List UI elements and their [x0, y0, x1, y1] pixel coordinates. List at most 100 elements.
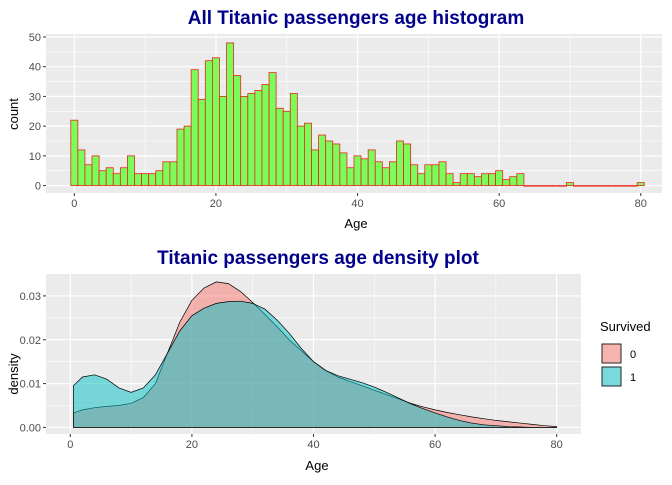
histogram-bar [410, 164, 419, 186]
density-y-tick-label: 0.03 [20, 291, 41, 303]
histogram-bar [332, 143, 341, 186]
histogram-x-tick-label: 60 [493, 198, 505, 210]
histogram-bar [403, 143, 412, 186]
histogram-bar [84, 164, 93, 186]
legend-label-survived-0: 0 [630, 349, 636, 361]
histogram-bar [112, 173, 121, 186]
histogram-bar [615, 185, 624, 187]
histogram-bar [417, 173, 426, 186]
histogram-bar [551, 185, 560, 187]
histogram-bar [183, 125, 192, 186]
density-x-tick-label: 80 [551, 439, 563, 451]
histogram-bar [509, 176, 518, 186]
histogram-svg: All Titanic passengers age histogram cou… [6, 8, 662, 231]
histogram-bar [318, 134, 327, 186]
histogram-bar [459, 173, 468, 186]
histogram-bar [325, 140, 334, 186]
histogram-bar [629, 185, 638, 187]
histogram-x-axis-title: Age [344, 216, 367, 231]
histogram-bar [537, 185, 546, 187]
histogram-bar [636, 182, 645, 186]
legend-key-survived-1 [601, 366, 622, 387]
histogram-bar [275, 107, 284, 186]
histogram-bar [134, 173, 142, 186]
density-y-tick-label: 0.00 [20, 422, 41, 434]
histogram-bar [381, 167, 390, 186]
histogram-bar [438, 161, 447, 186]
histogram-bar [360, 158, 369, 186]
density-x-tick-label: 40 [307, 439, 319, 451]
histogram-bar [148, 173, 157, 186]
histogram-y-tick-label: 40 [29, 62, 41, 74]
density-y-tick-label: 0.01 [20, 379, 41, 391]
histogram-y-tick-label: 20 [29, 121, 41, 133]
legend-title: Survived [600, 319, 651, 334]
histogram-bar [353, 155, 362, 186]
histogram-bar [91, 155, 100, 186]
density-legend: Survived 0 1 [600, 319, 651, 387]
histogram-y-tick-label: 30 [29, 91, 41, 103]
density-x-axis-title: Age [305, 458, 328, 473]
density-areas [73, 281, 558, 428]
histogram-chart: All Titanic passengers age histogram cou… [0, 0, 672, 232]
histogram-bar [254, 90, 263, 186]
histogram-bar [431, 164, 440, 186]
histogram-bar [516, 173, 525, 186]
histogram-bar [155, 170, 164, 186]
histogram-bar [311, 149, 319, 186]
histogram-bar [488, 173, 497, 186]
histogram-bar [289, 93, 298, 186]
histogram-bar [523, 185, 532, 187]
histogram-bars [70, 42, 645, 187]
histogram-bar [573, 185, 581, 187]
histogram-bar [77, 149, 86, 186]
histogram-bar [296, 125, 305, 186]
histogram-x-tick-label: 40 [351, 198, 363, 210]
histogram-bar [176, 128, 185, 186]
histogram-bar [70, 119, 79, 186]
histogram-bar [466, 173, 475, 186]
histogram-x-tick-label: 0 [71, 198, 77, 210]
histogram-bar [211, 57, 220, 186]
histogram-x-tick-label: 20 [210, 198, 222, 210]
histogram-bar [622, 185, 631, 187]
histogram-bar [389, 161, 397, 186]
histogram-bar [580, 185, 589, 187]
histogram-bar [226, 42, 235, 186]
histogram-bar [374, 161, 383, 186]
histogram-bar [169, 161, 178, 186]
histogram-bar [162, 161, 171, 186]
density-x-tick-label: 0 [67, 439, 73, 451]
histogram-bar [495, 170, 504, 186]
histogram-bar [247, 93, 256, 186]
density-y-axis-title: density [6, 353, 21, 395]
density-x-tick-label: 60 [429, 439, 441, 451]
histogram-bar [190, 69, 199, 186]
histogram-bar [346, 167, 355, 186]
density-title: Titanic passengers age density plot [157, 248, 479, 269]
histogram-y-axis-title: count [6, 98, 21, 130]
histogram-bar [566, 182, 574, 186]
histogram-bar [558, 185, 567, 187]
density-svg: Titanic passengers age density plot dens… [6, 248, 651, 473]
histogram-bar [119, 167, 128, 186]
histogram-bar [304, 122, 312, 186]
histogram-y-tick-label: 10 [29, 151, 41, 163]
histogram-bar [587, 185, 596, 187]
histogram-bar [594, 185, 603, 187]
density-chart: Titanic passengers age density plot dens… [0, 238, 672, 480]
histogram-bar [204, 60, 213, 186]
density-y-tick-label: 0.02 [20, 335, 41, 347]
histogram-bar [268, 72, 277, 186]
histogram-title: All Titanic passengers age histogram [188, 8, 524, 29]
histogram-bar [544, 185, 553, 187]
histogram-bar [396, 140, 404, 186]
histogram-bar [601, 185, 610, 187]
histogram-bar [127, 155, 135, 186]
histogram-bar [367, 149, 376, 186]
histogram-bar [261, 84, 270, 186]
histogram-bar [339, 152, 348, 186]
histogram-bar [219, 96, 227, 186]
histogram-bar [141, 173, 150, 186]
histogram-bar [197, 98, 206, 186]
